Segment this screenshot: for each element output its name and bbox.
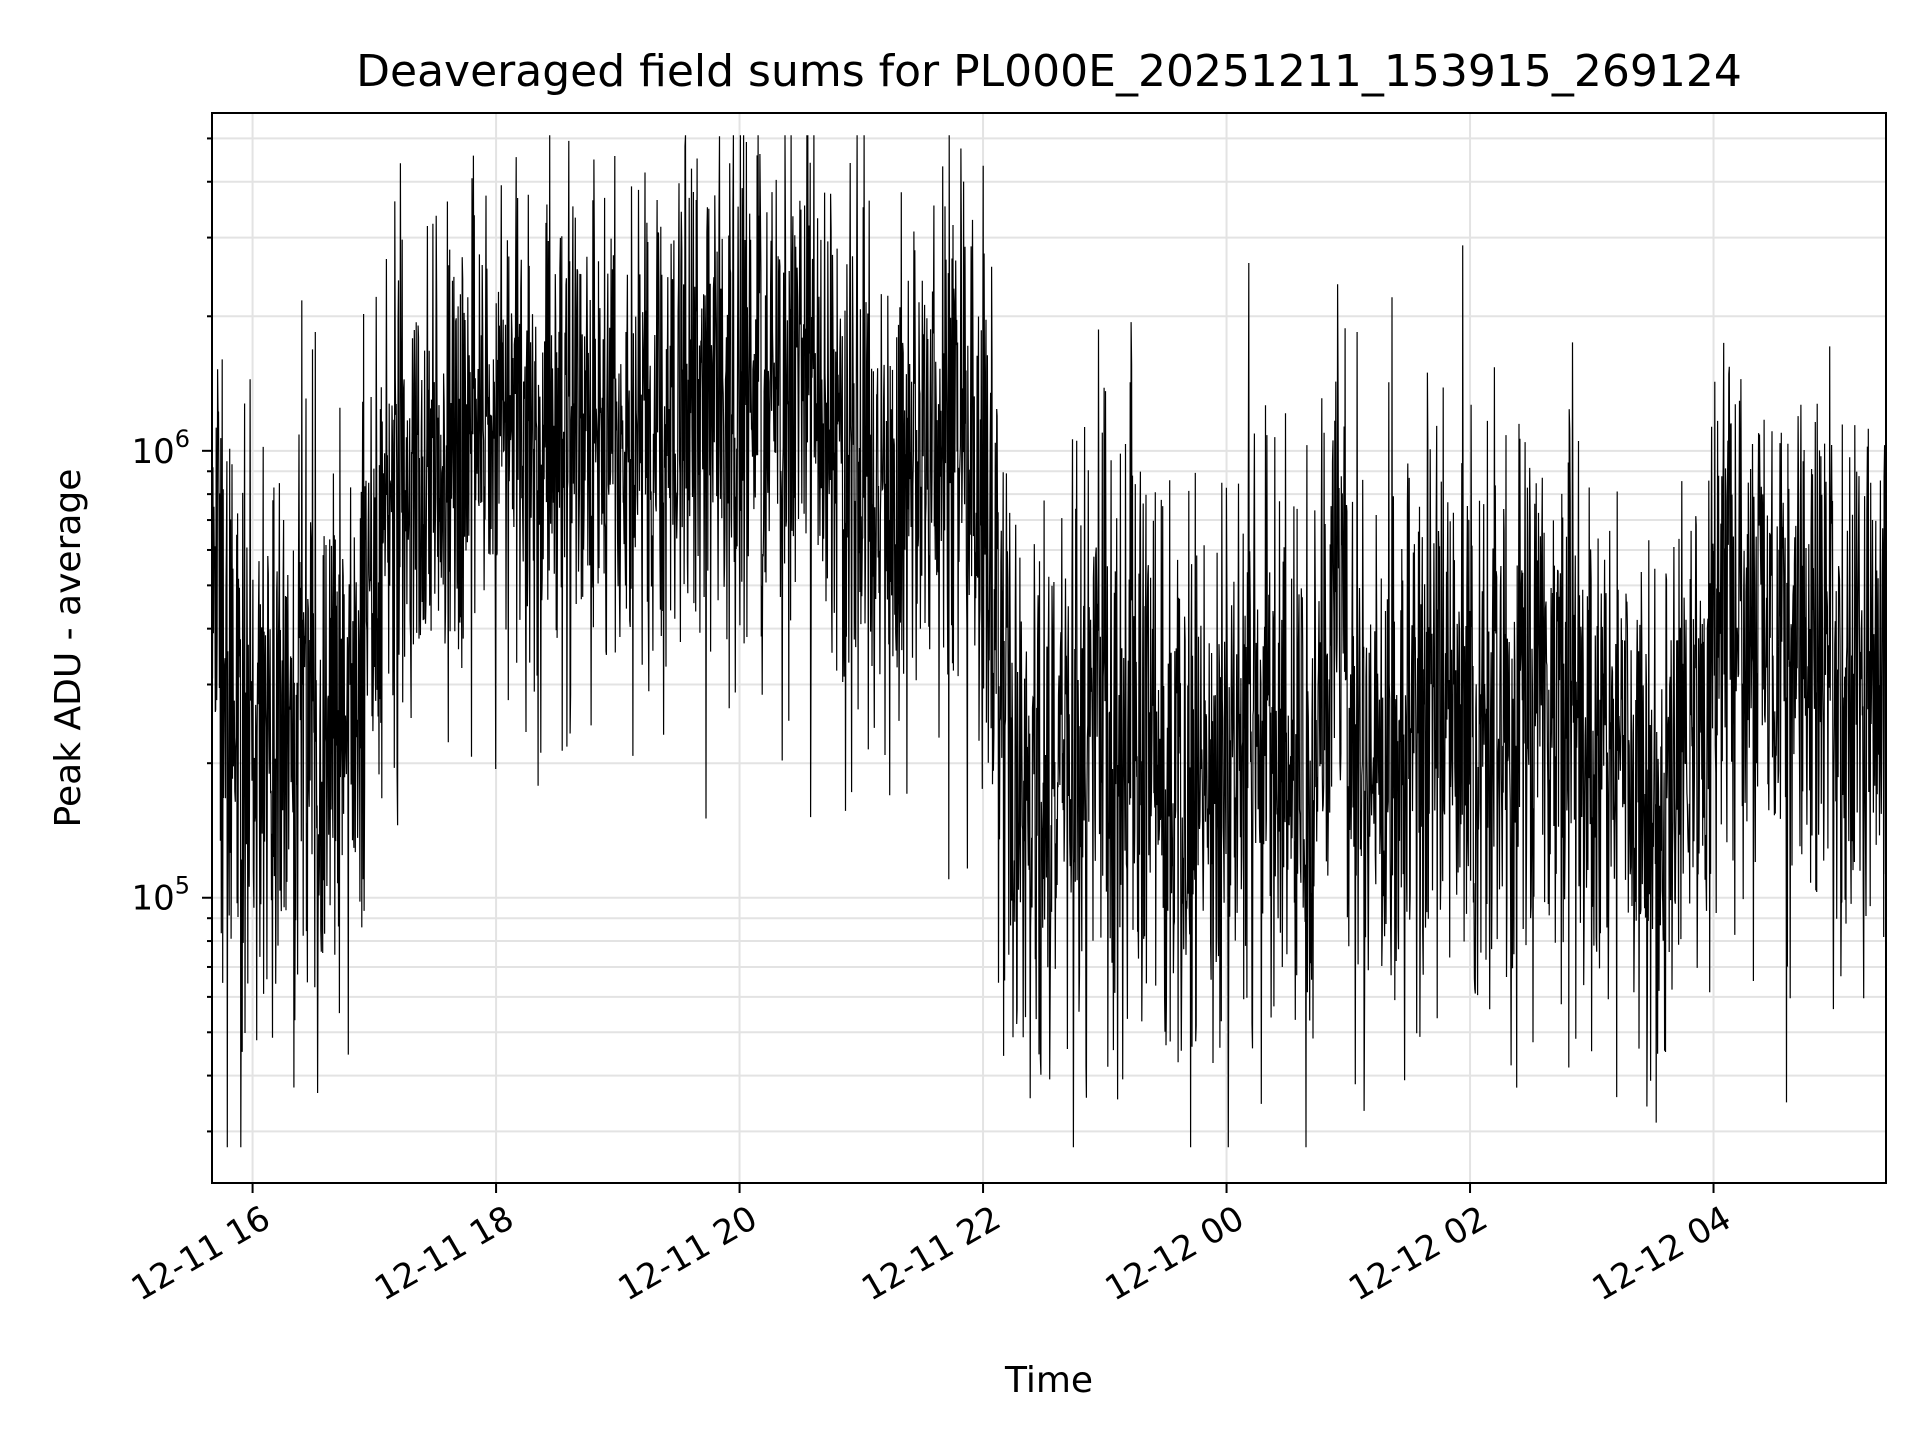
- chart-title: Deaveraged field sums for PL000E_2025121…: [356, 46, 1742, 97]
- series-line: [211, 135, 1887, 1148]
- y-axis-label: Peak ADU - average: [48, 469, 89, 828]
- data-layer: [211, 135, 1887, 1148]
- y-tick-label: 106: [131, 425, 190, 472]
- plot-frame: [211, 112, 1887, 1184]
- y-tick-mantissa: 10: [131, 879, 174, 919]
- y-tick-exponent: 6: [175, 425, 190, 453]
- y-tick-mantissa: 10: [131, 432, 174, 472]
- y-tick-label: 105: [131, 872, 190, 919]
- y-tick-exponent: 5: [175, 872, 190, 900]
- x-axis-label: Time: [1004, 1360, 1093, 1401]
